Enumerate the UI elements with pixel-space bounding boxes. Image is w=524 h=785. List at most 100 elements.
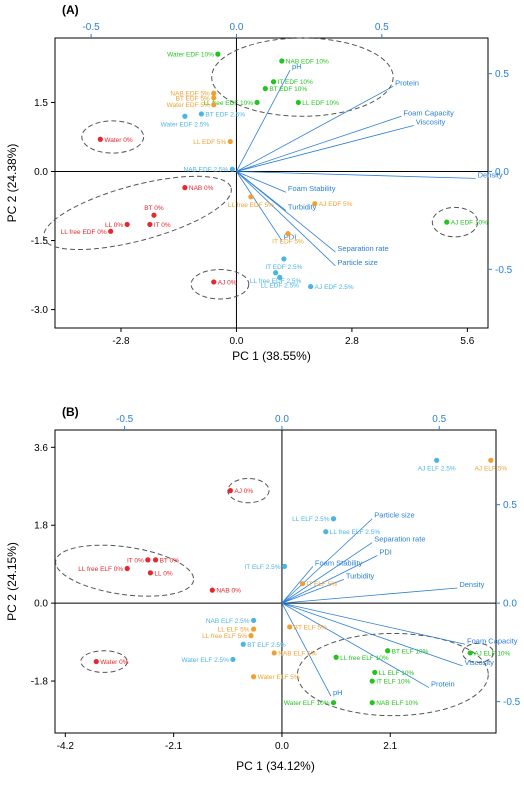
score-label: LL ELF 10% — [379, 670, 415, 677]
group-ellipse — [55, 544, 195, 597]
right-tick-label: 0.0 — [495, 167, 509, 178]
score-point — [147, 221, 153, 228]
right-tick-label: 0.5 — [495, 69, 509, 80]
top-tick-label: 0.0 — [275, 414, 289, 425]
score-label: BT 0% — [144, 205, 164, 212]
loading-label: Viscosity — [416, 117, 446, 126]
score-label: Water ELF 2.5% — [181, 657, 229, 664]
score-label: Water EDF 2.5% — [161, 121, 210, 128]
score-label: LL free EDF 0% — [61, 229, 107, 236]
y-tick-label: 0.0 — [34, 167, 48, 178]
score-label: BT EDF 2.5% — [205, 111, 245, 118]
loading-label: Turbidity — [346, 571, 375, 580]
y-axis-title: PC 2 (24.38%) — [5, 144, 19, 223]
right-tick-label: -0.5 — [503, 697, 521, 708]
score-point — [250, 617, 257, 624]
score-point — [211, 90, 217, 96]
x-tick-label: 0.0 — [229, 336, 243, 347]
score-point — [330, 700, 337, 706]
right-tick-label: -0.5 — [495, 265, 513, 276]
score-point — [248, 194, 254, 200]
loading-vector — [236, 171, 336, 267]
score-point — [227, 488, 233, 494]
score-point — [369, 700, 375, 706]
score-point — [248, 633, 254, 639]
loading-label: Particle size — [337, 258, 377, 267]
score-label: LL free ELF 2.5% — [330, 529, 381, 536]
group-ellipse — [80, 650, 128, 673]
group-ellipse — [431, 206, 479, 238]
loading-vector — [236, 70, 291, 172]
score-label: IT ELF 2.5% — [245, 564, 281, 571]
score-point — [93, 658, 99, 665]
plot-frame — [54, 429, 497, 734]
score-label: NAB EDF 5% — [170, 91, 210, 98]
score-label: LL free EDF 2.5% — [250, 278, 302, 285]
top-tick-label: 0.0 — [229, 22, 243, 33]
group-ellipse — [190, 269, 250, 300]
score-label: NAB ELF 5% — [278, 650, 317, 657]
score-point — [281, 256, 287, 262]
score-point — [273, 270, 279, 276]
score-label: NAB ELF 10% — [376, 700, 418, 707]
score-point — [270, 79, 277, 85]
y-tick-label: -1.8 — [31, 677, 49, 688]
loading-label: Foam Capacity — [467, 636, 518, 645]
loading-vector — [236, 171, 336, 253]
score-label: LL ELF 5% — [218, 627, 250, 634]
score-point — [209, 587, 215, 593]
score-label: AJ EDF 10% — [451, 220, 488, 227]
loading-label: Viscosity — [464, 658, 494, 667]
top-tick-label: -0.5 — [82, 22, 100, 33]
group-ellipse — [211, 37, 394, 117]
score-point — [323, 529, 329, 535]
score-label: AJ 0% — [234, 488, 253, 495]
score-label: AJ EDF 2.5% — [315, 284, 354, 291]
y-tick-label: -3.0 — [31, 305, 49, 316]
score-label: Water 0% — [100, 659, 129, 666]
loading-vector — [281, 566, 314, 604]
top-tick-label: -0.5 — [116, 414, 134, 425]
score-label: AJ ELF 10% — [474, 650, 510, 657]
score-point — [444, 219, 450, 225]
score-label: IT 0% — [127, 557, 144, 564]
score-label: IT ELF 10% — [376, 679, 410, 686]
score-label: IT 0% — [154, 222, 171, 229]
score-label: Water EDF 5% — [167, 102, 210, 109]
score-label: IT EDF 2.5% — [265, 264, 302, 271]
score-label: Water ELF 5% — [258, 674, 300, 681]
loading-vector — [236, 115, 402, 172]
x-tick-label: -2.1 — [165, 741, 183, 752]
plot-frame — [54, 37, 489, 329]
right-tick-label: 0.0 — [503, 599, 517, 610]
loading-vector — [236, 171, 283, 241]
score-label: LL free ELF 10% — [340, 655, 389, 662]
score-label: LL ELF 2.5% — [292, 516, 330, 523]
y-tick-label: 1.5 — [34, 98, 48, 109]
score-label: LL EDF 10% — [302, 100, 339, 107]
score-point — [182, 113, 188, 119]
score-label: LL free ELF 5% — [202, 633, 247, 640]
group-ellipse — [296, 632, 489, 717]
score-point — [271, 650, 277, 656]
score-label: IT ELF 5% — [307, 581, 338, 588]
score-point — [198, 111, 204, 117]
score-point — [333, 654, 339, 660]
loading-vector — [281, 555, 378, 604]
x-tick-label: -4.2 — [57, 741, 75, 752]
loading-label: PDI — [379, 548, 392, 557]
loading-vector — [281, 602, 463, 667]
score-label: LL EDF 2.5% — [261, 282, 300, 289]
score-label: Water 0% — [104, 137, 133, 144]
score-point — [308, 283, 314, 290]
score-point — [279, 58, 285, 64]
y-tick-label: 0.0 — [34, 599, 48, 610]
right-tick-label: 0.5 — [503, 500, 517, 511]
score-point — [229, 166, 235, 172]
score-point — [97, 136, 103, 142]
score-label: AJ 0% — [218, 279, 237, 286]
score-label: NAB EDF 2.5% — [184, 167, 229, 174]
y-tick-label: 1.8 — [34, 521, 48, 532]
score-label: NAB 0% — [189, 185, 214, 192]
